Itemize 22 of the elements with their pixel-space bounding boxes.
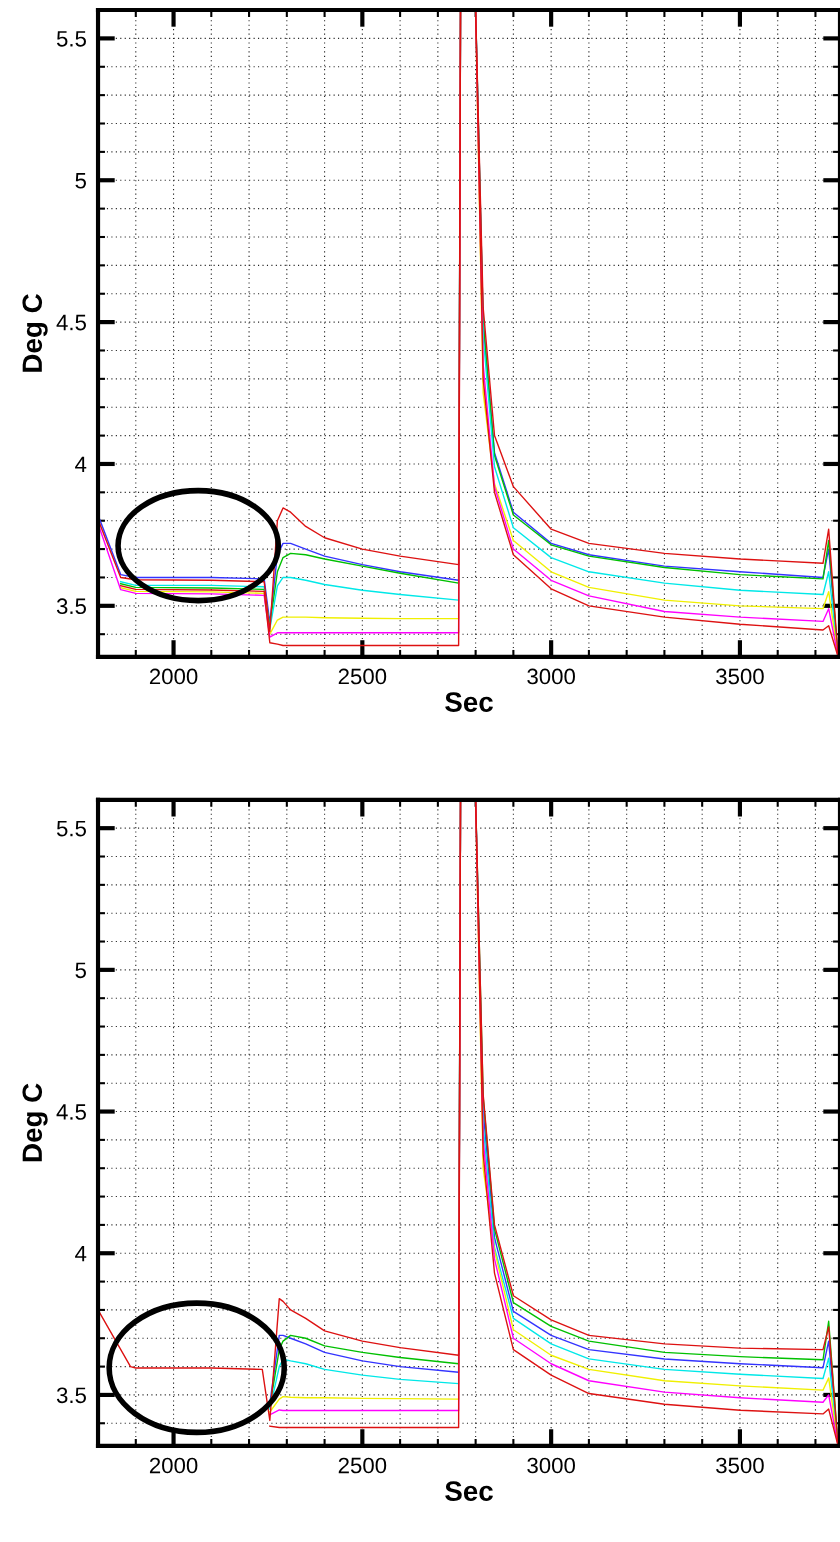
x-tick-label: 3000 [527,1457,575,1474]
y-tick-label: 4 [75,1246,87,1262]
y-tick-label: 4.5 [56,1104,86,1120]
x-axis-title: Sec [445,692,493,712]
x-tick-label: 3000 [527,668,575,685]
y-tick-label: 4.5 [56,314,86,331]
x-tick-label: 2000 [149,668,198,685]
x-tick-label: 3500 [716,668,764,685]
x-tick-label: 2500 [338,668,387,685]
y-tick-label: 5 [75,173,86,189]
y-tick-label: 3.5 [56,598,86,615]
y-tick-label: 5 [75,962,86,979]
y-axis-title: Deg C [22,294,48,372]
x-tick-label: 2500 [338,1457,387,1474]
x-tick-label: 3500 [716,1457,764,1474]
x-axis-title: Sec [445,1481,493,1501]
y-axis-title: Deg C [22,1083,48,1162]
x-tick-label: 2000 [149,1457,198,1474]
y-tick-label: 5.5 [56,31,86,47]
y-tick-label: 4 [75,456,87,473]
y-tick-label: 5.5 [56,820,86,837]
y-tick-label: 3.5 [56,1387,86,1404]
